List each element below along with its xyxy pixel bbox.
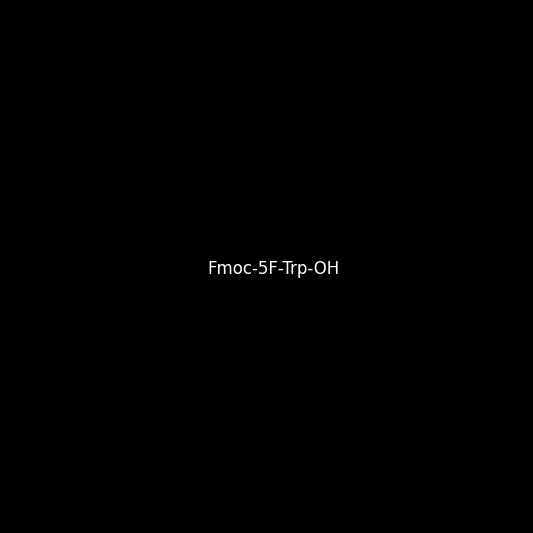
Text: Fmoc-5F-Trp-OH: Fmoc-5F-Trp-OH: [207, 260, 340, 278]
